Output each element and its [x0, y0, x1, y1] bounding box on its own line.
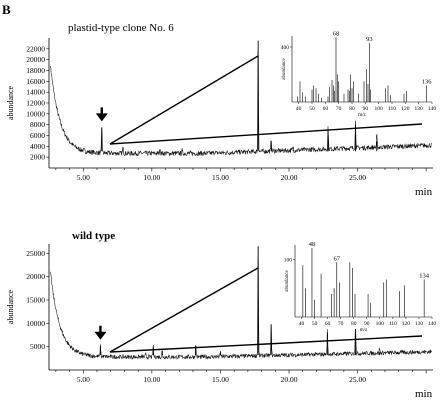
- spectrum-peak-label: 48: [309, 241, 316, 248]
- chromatogram-trace: [50, 50, 432, 157]
- x-tick-label: 5.00: [77, 375, 90, 384]
- arrow-shaft: [99, 325, 102, 333]
- inset-background: [283, 241, 434, 329]
- x-axis-label: min: [415, 186, 433, 198]
- spectrum-peak-label: 134: [419, 273, 430, 280]
- inset-y-label: abundance: [285, 270, 290, 292]
- y-tick-label: 25000: [26, 249, 45, 258]
- y-tick-label: 20000: [26, 272, 45, 281]
- inset-x-tick-label: 60: [323, 106, 329, 112]
- spectrum-peak-label: 136: [422, 79, 433, 86]
- inset-x-label: m/z: [358, 113, 366, 118]
- inset-x-tick-label: 140: [428, 106, 437, 112]
- inset-x-tick-label: 100: [375, 106, 384, 112]
- zoom-line-lower: [109, 123, 423, 145]
- inset-x-tick-label: 80: [349, 106, 355, 112]
- y-tick-label: 8000: [30, 120, 45, 129]
- chromatogram-trace: [50, 256, 432, 360]
- inset-y-label: abundance: [282, 58, 287, 80]
- chromatogram-wild-type: wild type 5000 10000 15000 20000 25000 5.00 10.…: [6, 230, 436, 400]
- inset-mass-spectrum: 400 40 50 60 70 80 90 100 110 120 130 140 abundance m…: [280, 30, 436, 118]
- x-tick-label: 10.00: [143, 173, 160, 182]
- inset-x-tick-label: 80: [351, 321, 357, 327]
- inset-x-tick-label: 130: [415, 106, 424, 112]
- chromatogram-plastid-clone: plastid-type clone No. 6 2000 4000 6000 8000…: [6, 22, 436, 198]
- inset-mass-spectrum: 100 40 50 60 70 80 90 100 110 120 130 140 abundance m…: [283, 241, 436, 333]
- inset-x-tick-label: 70: [338, 321, 344, 327]
- inset-x-label: m/z: [360, 328, 368, 333]
- inset-x-tick-label: 110: [388, 106, 396, 112]
- chart-title: plastid-type clone No. 6: [68, 22, 174, 34]
- inset-x-tick-label: 140: [428, 321, 437, 327]
- y-tick-label: 2000: [30, 153, 45, 162]
- x-tick-label: 15.00: [212, 173, 229, 182]
- inset-x-tick-label: 100: [376, 321, 385, 327]
- chart-title: wild type: [72, 230, 115, 242]
- x-tick-label: 5.00: [77, 173, 90, 182]
- y-tick-label: 16000: [26, 77, 45, 86]
- inset-x-tick-label: 60: [325, 321, 331, 327]
- inset-x-tick-label: 50: [312, 321, 318, 327]
- inset-x-tick-label: 130: [415, 321, 424, 327]
- y-tick-label: 6000: [30, 131, 45, 140]
- inset-x-tick-label: 90: [364, 321, 370, 327]
- y-tick-label: 20000: [26, 55, 45, 64]
- inset-y-tick-label: 400: [281, 45, 290, 51]
- inset-x-tick-label: 50: [309, 106, 315, 112]
- y-tick-label: 10000: [26, 109, 45, 118]
- y-tick-label: 18000: [26, 66, 45, 75]
- arrow-head: [95, 113, 108, 122]
- x-axis-label: min: [415, 388, 433, 400]
- inset-x-tick-label: 40: [299, 321, 305, 327]
- zoom-line-lower: [109, 335, 423, 353]
- x-tick-label: 10.00: [143, 375, 160, 384]
- y-tick-label: 14000: [26, 88, 45, 97]
- y-tick-label: 4000: [30, 142, 45, 151]
- inset-x-tick-label: 110: [389, 321, 397, 327]
- inset-y-tick-label: 100: [284, 257, 293, 263]
- arrow-head: [94, 331, 107, 340]
- y-tick-label: 5000: [30, 342, 45, 351]
- y-tick-label: 15000: [26, 296, 45, 305]
- inset-x-tick-label: 90: [363, 106, 369, 112]
- y-tick-label: 22000: [26, 44, 45, 53]
- y-tick-label: 12000: [26, 99, 45, 108]
- spectrum-peak-label: 93: [366, 36, 373, 43]
- x-tick-label: 20.00: [281, 173, 298, 182]
- y-tick-label: 10000: [26, 319, 45, 328]
- spectrum-peak-label: 68: [333, 30, 340, 37]
- x-tick-label: 25.00: [349, 375, 366, 384]
- x-tick-label: 25.00: [349, 173, 366, 182]
- panel-label: B: [2, 2, 11, 17]
- x-tick-label: 20.00: [281, 375, 298, 384]
- inset-x-tick-label: 120: [401, 106, 410, 112]
- inset-x-tick-label: 120: [402, 321, 411, 327]
- zoom-line-upper: [109, 267, 259, 353]
- zoom-line-upper: [109, 55, 259, 145]
- y-axis-label: abundance: [6, 85, 15, 120]
- x-tick-label: 15.00: [212, 375, 229, 384]
- inset-x-tick-label: 40: [296, 106, 302, 112]
- arrow-shaft: [100, 107, 103, 115]
- inset-x-tick-label: 70: [336, 106, 342, 112]
- y-axis-label: abundance: [6, 289, 15, 324]
- spectrum-peak-label: 67: [334, 255, 341, 262]
